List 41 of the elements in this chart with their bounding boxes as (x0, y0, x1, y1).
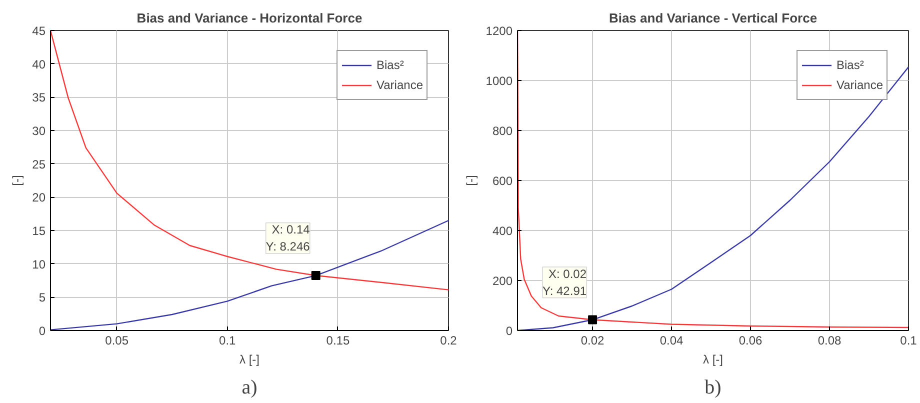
x-tick-label: 0.1 (219, 334, 236, 348)
annotation: X: 0.02 Y: 42.91 (542, 266, 587, 298)
y-tick-label: 800 (492, 124, 513, 138)
text: a) (242, 376, 258, 398)
chart-title: Bias and Variance - Vertical Force (608, 10, 818, 26)
y-tick-label: 600 (492, 174, 513, 188)
y-tick-label: 35 (32, 90, 46, 105)
y-tick-label: 30 (32, 124, 46, 138)
y-tick-label: 0 (38, 324, 46, 338)
line-series (50, 30, 448, 290)
y-tick-label: 200 (492, 274, 513, 288)
x-axis-title: λ [-] (703, 352, 723, 366)
x-tick-label: 0.08 (818, 334, 842, 348)
y-tick-label: 10 (32, 257, 46, 272)
legend-label: Bias² (836, 58, 864, 72)
text: b) (704, 376, 722, 398)
x-tick-label: 0.06 (738, 334, 763, 348)
chart-title: Bias and Variance - Horizontal Force (136, 10, 362, 26)
legend-label: Bias² (376, 58, 404, 72)
y-tick-label: 40 (32, 57, 46, 72)
x-tick-label: 0.02 (580, 334, 605, 348)
y-tick-label: 15 (32, 224, 46, 238)
y-tick-label: 25 (32, 157, 46, 172)
legend-label: Variance (836, 78, 883, 92)
annotation: X: 0.14 Y: 8.246 (266, 222, 310, 254)
x-tick-label: 0.15 (326, 334, 350, 348)
legend-label: Variance (376, 78, 423, 92)
x-tick-label: 0.1 (900, 334, 918, 348)
x-axis-title: λ [-] (240, 352, 260, 366)
y-tick-label: 0 (506, 324, 513, 338)
x-tick-label: 0.04 (660, 334, 684, 348)
y-tick-label: 45 (32, 24, 46, 38)
y-axis-title: [-] (10, 175, 24, 186)
y-tick-label: 1200 (486, 24, 513, 38)
y-axis-title: [-] (464, 175, 478, 186)
x-tick-label: 0.2 (440, 334, 458, 348)
y-tick-label: 5 (38, 290, 46, 305)
y-tick-label: 400 (492, 224, 513, 238)
y-tick-label: 20 (32, 190, 46, 205)
x-tick-label: 0.05 (105, 334, 129, 348)
y-tick-label: 1000 (486, 74, 513, 88)
